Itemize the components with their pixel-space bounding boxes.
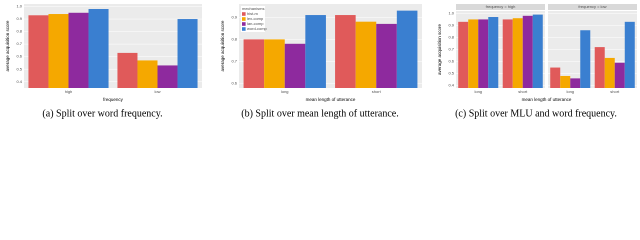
legend-title: mechanisms xyxy=(242,6,264,11)
bar xyxy=(28,15,49,88)
bar xyxy=(512,18,523,88)
bar xyxy=(137,60,158,88)
legend-label: hist-m xyxy=(247,11,259,16)
bar xyxy=(560,75,571,88)
x-tick-label: high xyxy=(65,89,73,94)
bar xyxy=(376,23,397,88)
y-axis-label: average acquisition score xyxy=(220,20,225,72)
y-tick-label: 0.9 xyxy=(231,14,237,19)
y-tick-label: 0.5 xyxy=(16,66,22,71)
facet-strip xyxy=(548,4,637,10)
y-tick-label: 0.7 xyxy=(16,41,22,46)
bar xyxy=(396,10,418,89)
legend-swatch xyxy=(242,12,246,16)
bar xyxy=(305,15,326,89)
legend-swatch xyxy=(242,17,246,21)
bar xyxy=(570,78,581,88)
bar xyxy=(458,21,469,88)
legend-swatch xyxy=(242,27,246,31)
facet-strip xyxy=(456,4,545,10)
bar xyxy=(68,12,89,88)
bar xyxy=(604,57,615,88)
y-tick-label: 0.6 xyxy=(16,54,22,59)
y-tick-label: 0.6 xyxy=(448,59,454,64)
bar xyxy=(522,15,533,88)
bar xyxy=(355,21,377,88)
bar xyxy=(624,21,635,88)
x-tick-label: low xyxy=(154,89,160,94)
bar xyxy=(264,39,285,88)
y-tick-label: 0.4 xyxy=(16,79,22,84)
x-tick-label: short xyxy=(518,89,528,94)
y-tick-label: 0.7 xyxy=(448,47,454,52)
y-tick-label: 0.7 xyxy=(231,59,237,64)
y-tick-label: 1.0 xyxy=(448,10,454,15)
y-tick-label: 0.5 xyxy=(448,71,454,76)
y-tick-label: 0.8 xyxy=(16,29,22,34)
bar xyxy=(614,62,625,88)
y-axis-label: average acquisition score xyxy=(437,23,442,75)
bar xyxy=(468,19,479,88)
bar xyxy=(284,43,306,88)
bar xyxy=(550,67,561,88)
bar xyxy=(580,30,591,88)
x-axis-label: mean length of utterance xyxy=(522,97,572,102)
y-tick-label: 0.8 xyxy=(448,35,454,40)
figure: 0.4 0.5 0.6 0.7 0.8 0.9 1.0 average acquisition… xyxy=(5,4,637,119)
y-tick-label: 0.8 xyxy=(231,36,237,41)
caption: (a) Split over word frequency. xyxy=(42,108,162,119)
x-tick-label: long xyxy=(281,89,289,94)
x-tick-label: long xyxy=(474,89,482,94)
facet-title: frequency = high xyxy=(486,4,516,9)
bar xyxy=(117,52,138,88)
bar xyxy=(502,19,513,88)
bar xyxy=(488,17,499,88)
x-tick-label: short xyxy=(610,89,620,94)
y-tick-label: 0.9 xyxy=(16,16,22,21)
y-tick-label: 0.9 xyxy=(448,23,454,28)
bar xyxy=(48,14,69,88)
legend-swatch xyxy=(242,22,246,26)
y-axis-label: average acquisition score xyxy=(5,20,10,72)
x-axis-label: frequency xyxy=(103,97,124,102)
y-tick-label: 1.0 xyxy=(16,4,22,9)
legend-label: word-comp xyxy=(247,26,268,31)
bar xyxy=(177,19,198,88)
bar xyxy=(243,39,265,88)
facet-title: frequency = low xyxy=(578,4,606,9)
x-axis-label: mean length of utterance xyxy=(306,97,356,102)
bar xyxy=(88,9,109,89)
bar xyxy=(335,15,356,89)
bar xyxy=(157,65,178,88)
y-tick-label: 0.4 xyxy=(448,83,454,88)
caption: (b) Split over mean length of utterance. xyxy=(241,108,398,119)
legend-label: lan-comp xyxy=(247,21,264,26)
x-tick-label: short xyxy=(372,89,382,94)
caption: (c) Split over MLU and word frequency. xyxy=(455,108,617,119)
legend-label: lex-comp xyxy=(247,16,264,21)
bar xyxy=(594,47,605,88)
x-tick-label: long xyxy=(566,89,574,94)
bar xyxy=(532,14,543,88)
y-tick-label: 0.6 xyxy=(231,81,237,86)
bar xyxy=(478,19,489,88)
